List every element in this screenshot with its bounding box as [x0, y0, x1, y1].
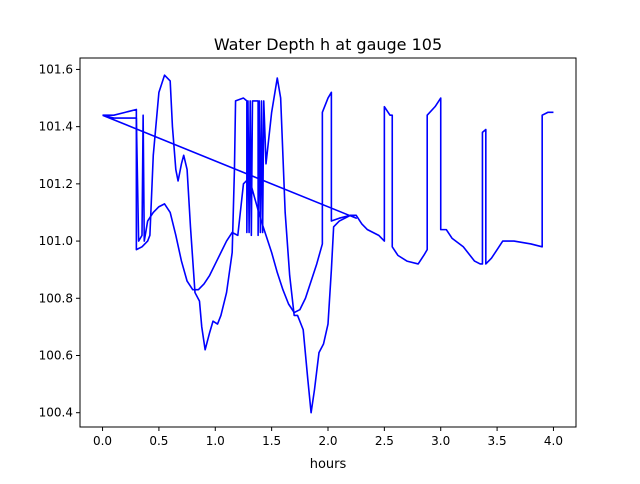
x-axis-label: hours: [310, 457, 347, 472]
series-layer: [102, 74, 554, 414]
x-tick-label: 1.0: [206, 434, 225, 448]
y-tick-label: 100.4: [39, 406, 73, 420]
tick-layer: 0.0 0.5 1.0 1.5 2.0 2.5 3.0 3.5 4.0 100.4 100.6 100…: [39, 62, 563, 448]
x-tick-label: 0.0: [93, 434, 112, 448]
x-tick-label: 1.5: [262, 434, 281, 448]
x-tick-label: 0.5: [149, 434, 168, 448]
plot-frame: [79, 57, 577, 428]
series-line-2: [102, 91, 357, 314]
series-line-1: [102, 74, 554, 414]
x-tick-label: 3.5: [488, 434, 507, 448]
y-tick-label: 101.2: [39, 177, 73, 191]
y-tick-label: 100.8: [39, 291, 73, 305]
x-tick-label: 3.0: [431, 434, 450, 448]
y-tick-label: 101.4: [39, 120, 73, 134]
y-tick-label: 100.6: [39, 348, 73, 362]
x-tick-label: 4.0: [544, 434, 563, 448]
x-tick-label: 2.0: [318, 434, 337, 448]
chart-title: Water Depth h at gauge 105: [214, 35, 442, 54]
x-tick-label: 2.5: [375, 434, 394, 448]
y-tick-label: 101.0: [39, 234, 73, 248]
y-tick-label: 101.6: [39, 62, 73, 76]
